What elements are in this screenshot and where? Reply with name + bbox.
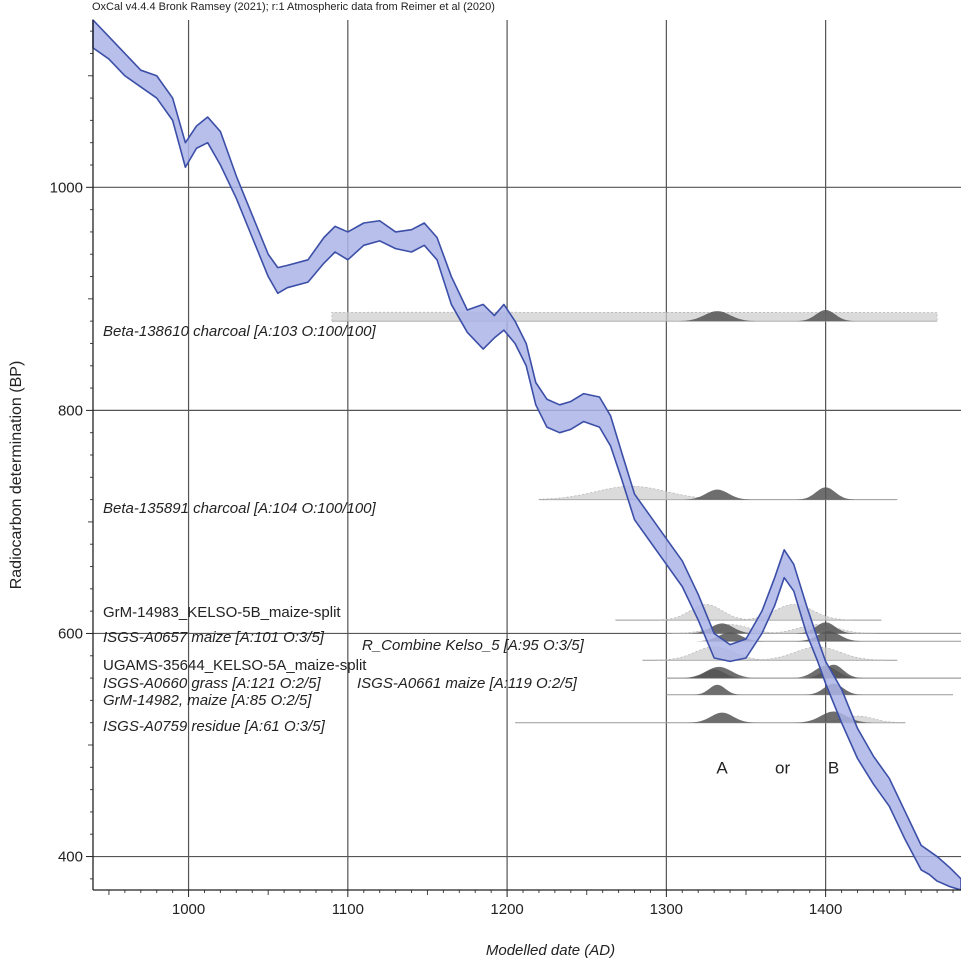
x-tick-label: 1000 [172, 901, 205, 918]
sample-label: UGAMS-35644_KELSO-5A_maize-split [103, 657, 367, 674]
sample-label: ISGS-A0657 maize [A:101 O:3/5] [103, 629, 325, 646]
sample-label: GrM-14983_KELSO-5B_maize-split [103, 604, 341, 621]
calibration-curve [92, 19, 961, 891]
y-tick-label: 400 [58, 849, 83, 866]
sample-label: ISGS-A0661 maize [A:119 O:2/5] [357, 675, 578, 692]
x-axis-label-wrap: Modelled date (AD) [0, 942, 961, 959]
sample-label: Beta-135891 charcoal [A:104 O:100/100] [103, 500, 377, 517]
prior-distribution [331, 311, 938, 322]
posterior-peak [679, 311, 756, 322]
posterior-peak [688, 712, 756, 723]
posterior-peak [685, 669, 743, 679]
prior-distribution [736, 604, 852, 621]
x-tick-label: 1200 [490, 901, 523, 918]
sample-label: Beta-138610 charcoal [A:103 O:100/100] [103, 323, 377, 340]
annotation-label: B [828, 759, 839, 778]
axes: 1000 1100 1200 1300 1400 400 600 800 1000 [50, 20, 961, 918]
sample-label: ISGS-A0660 grass [A:121 O:2/5] [103, 675, 321, 692]
posterior-peak [693, 684, 742, 695]
sample-labels: Beta-138610 charcoal [A:103 O:100/100] Be… [103, 323, 585, 735]
x-tick-label: 1400 [809, 901, 842, 918]
source-note: OxCal v4.4.4 Bronk Ramsey (2021); r:1 At… [92, 1, 495, 13]
calibration-band [92, 19, 961, 891]
posterior-peak [796, 487, 855, 500]
sample-label: R_Combine Kelso_5 [A:95 O:3/5] [362, 637, 585, 654]
sample-label: GrM-14982, maize [A:85 O:2/5] [103, 692, 312, 709]
posterior-peak [683, 489, 751, 500]
annotation-label: or [775, 759, 790, 778]
y-tick-label: 800 [58, 402, 83, 419]
posterior-peak [804, 664, 863, 679]
annotation-label: A [716, 759, 728, 778]
y-tick-label: 1000 [50, 179, 83, 196]
sample-label: ISGS-A0759 residue [A:61 O:3/5] [103, 718, 326, 735]
y-tick-label: 600 [58, 625, 83, 642]
x-tick-label: 1300 [650, 901, 683, 918]
posterior-peak [796, 310, 855, 322]
x-tick-label: 1100 [332, 901, 364, 918]
x-axis-label: Modelled date (AD) [485, 942, 616, 959]
